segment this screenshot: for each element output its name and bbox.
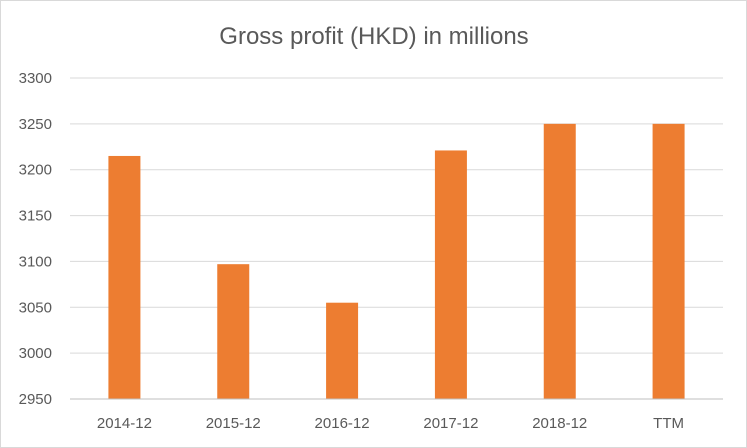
x-tick-label: 2016-12 [315, 415, 370, 432]
x-axis-ticks: 2014-12 2015-12 2016-12 2017-12 2018-12 TTM [97, 415, 684, 432]
y-tick-label: 3150 [19, 208, 52, 225]
x-tick-label: 2017-12 [423, 415, 478, 432]
y-axis-ticks: 2950 3000 3050 3100 3150 3200 3250 3300 [19, 70, 52, 408]
gridlines [70, 77, 723, 354]
bar-2015-12 [217, 264, 250, 399]
x-tick-label: 2015-12 [206, 415, 261, 432]
y-tick-label: 3250 [19, 116, 52, 133]
y-tick-label: 3100 [19, 253, 52, 270]
y-tick-label: 2950 [19, 391, 52, 408]
bar-2014-12 [108, 155, 141, 399]
bars [108, 123, 685, 399]
bar-2016-12 [326, 302, 359, 399]
y-tick-label: 3300 [19, 70, 52, 87]
x-tick-label: 2018-12 [532, 415, 587, 432]
x-tick-label: TTM [653, 415, 684, 432]
bar-2017-12 [434, 150, 467, 399]
y-tick-label: 3050 [19, 299, 52, 316]
y-tick-label: 3000 [19, 345, 52, 362]
bar-ttm [652, 123, 685, 399]
bar-2018-12 [543, 123, 576, 399]
x-tick-label: 2014-12 [97, 415, 152, 432]
y-tick-label: 3200 [19, 162, 52, 179]
chart-title: Gross profit (HKD) in millions [219, 23, 528, 50]
